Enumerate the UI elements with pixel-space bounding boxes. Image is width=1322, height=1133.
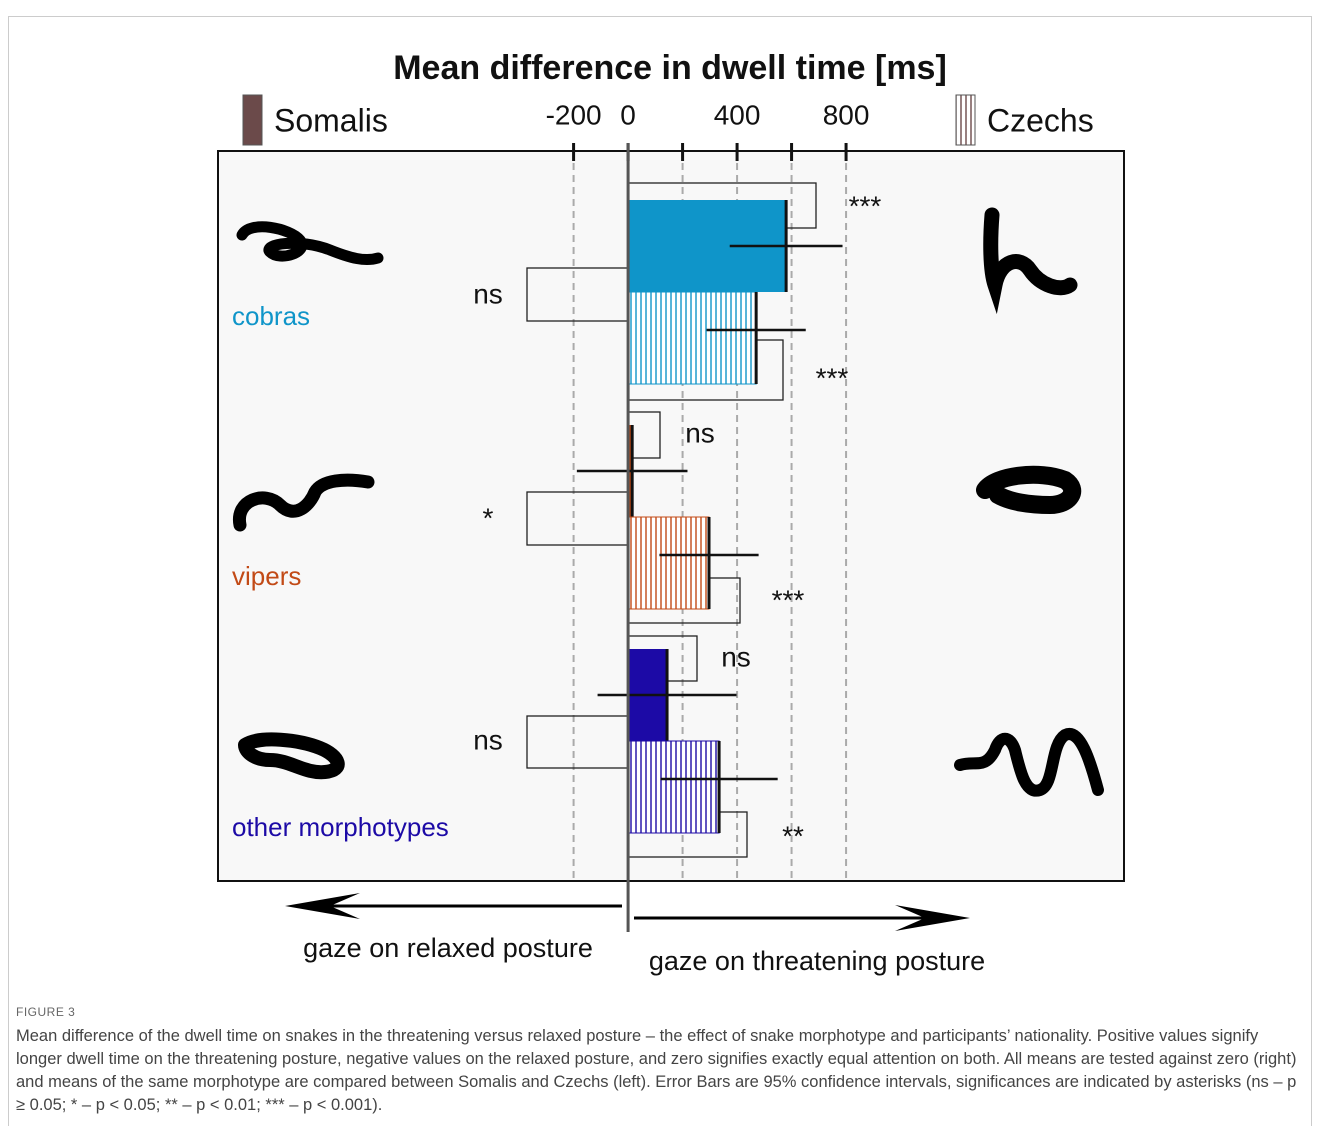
x-tick-label: 400 xyxy=(714,99,761,130)
bar xyxy=(628,517,709,609)
significance-label: ns xyxy=(685,417,715,448)
figure-label: FIGURE 3 xyxy=(16,1005,75,1019)
significance-label: ns xyxy=(473,278,503,309)
legend-swatch xyxy=(243,95,262,145)
bar xyxy=(628,292,756,384)
x-tick-label: 800 xyxy=(823,99,870,130)
legend-label: Czechs xyxy=(987,102,1094,138)
arrow-label: gaze on threatening posture xyxy=(649,946,985,976)
category-label: cobras xyxy=(232,301,310,331)
significance-label: *** xyxy=(816,362,849,393)
significance-label: ** xyxy=(782,820,804,851)
significance-label: * xyxy=(483,502,494,533)
figure-caption: Mean difference of the dwell time on sna… xyxy=(16,1025,1306,1117)
significance-label: *** xyxy=(849,190,882,221)
category-label: other morphotypes xyxy=(232,812,449,842)
x-tick-label: 0 xyxy=(620,99,636,130)
bar xyxy=(628,741,719,833)
significance-label: ns xyxy=(721,641,751,672)
significance-label: ns xyxy=(473,724,503,755)
legend-label: Somalis xyxy=(274,102,388,138)
category-label: vipers xyxy=(232,561,301,591)
arrow-label: gaze on relaxed posture xyxy=(303,933,593,963)
chart-title: Mean difference in dwell time [ms] xyxy=(393,49,947,87)
legend-swatch xyxy=(956,95,975,145)
page: {"chart_data": { "type": "bar", "orienta… xyxy=(0,0,1322,1133)
significance-label: *** xyxy=(772,584,805,615)
chart: Mean difference in dwell time [ms] gaze … xyxy=(0,0,1322,1000)
x-tick-label: -200 xyxy=(546,99,602,130)
